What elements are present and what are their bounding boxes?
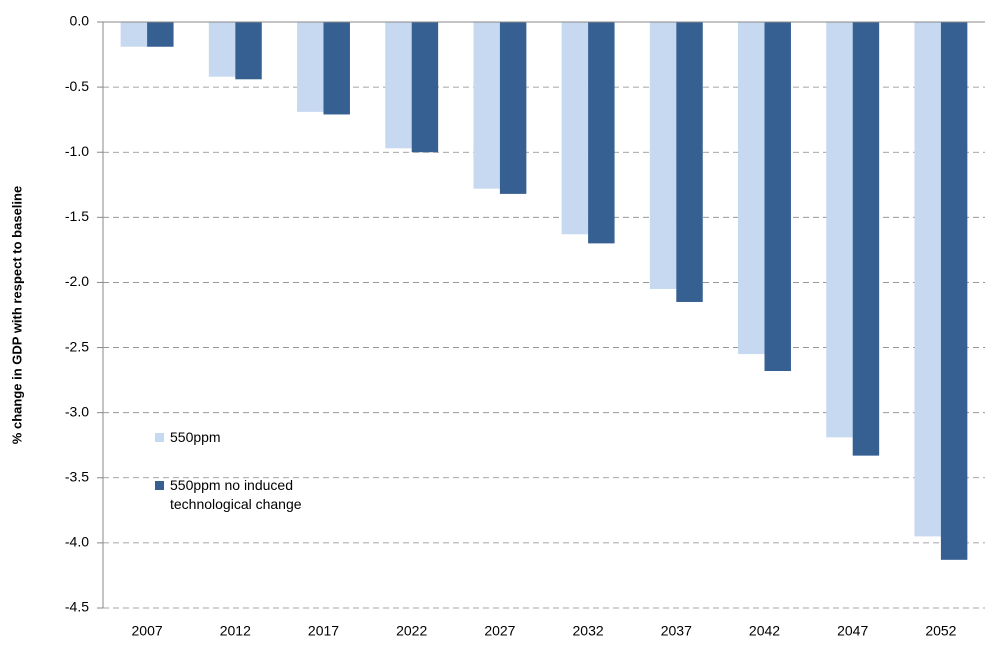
y-tick-label: -3.0 — [65, 403, 89, 419]
bar — [852, 22, 880, 456]
legend-item: 550ppm no induced technological change — [155, 476, 320, 514]
bar — [411, 22, 439, 153]
x-tick-label: 2007 — [132, 623, 163, 639]
legend-swatch — [155, 481, 164, 490]
bar — [473, 22, 500, 189]
y-tick-label: -1.5 — [65, 208, 89, 224]
bar — [385, 22, 412, 149]
bar — [738, 22, 765, 355]
bar — [914, 22, 941, 537]
x-tick-label: 2017 — [308, 623, 339, 639]
x-tick-label: 2012 — [220, 623, 251, 639]
y-tick-label: -2.0 — [65, 273, 89, 289]
bar — [297, 22, 324, 112]
bar — [323, 22, 350, 115]
x-tick-label: 2047 — [837, 623, 868, 639]
x-tick-label: 2052 — [925, 623, 956, 639]
y-tick-label: -2.5 — [65, 338, 89, 354]
legend-swatch — [155, 433, 164, 442]
bar — [826, 22, 853, 438]
y-tick-label: -4.5 — [65, 599, 89, 615]
bar — [676, 22, 703, 302]
x-tick-label: 2027 — [484, 623, 515, 639]
bar — [499, 22, 527, 194]
x-tick-label: 2032 — [573, 623, 604, 639]
bar — [561, 22, 589, 235]
x-tick-label: 2037 — [661, 623, 692, 639]
bar — [208, 22, 236, 77]
legend-label: 550ppm — [170, 429, 221, 445]
legend-item: 550ppm — [155, 428, 320, 447]
bar — [649, 22, 677, 289]
bar — [764, 22, 791, 371]
y-tick-label: -0.5 — [65, 78, 89, 94]
x-tick-label: 2042 — [749, 623, 780, 639]
y-tick-label: -4.0 — [65, 534, 89, 550]
y-tick-label: -3.5 — [65, 468, 89, 484]
bar — [588, 22, 615, 244]
y-tick-label: -1.0 — [65, 143, 89, 159]
legend-label: 550ppm no induced technological change — [170, 477, 302, 512]
bar — [147, 22, 174, 47]
y-tick-label: 0.0 — [70, 13, 90, 29]
bar — [120, 22, 148, 47]
bar — [235, 22, 262, 80]
bar — [940, 22, 968, 560]
y-axis-label: % change in GDP with respect to baseline — [9, 186, 24, 444]
x-tick-label: 2022 — [396, 623, 427, 639]
